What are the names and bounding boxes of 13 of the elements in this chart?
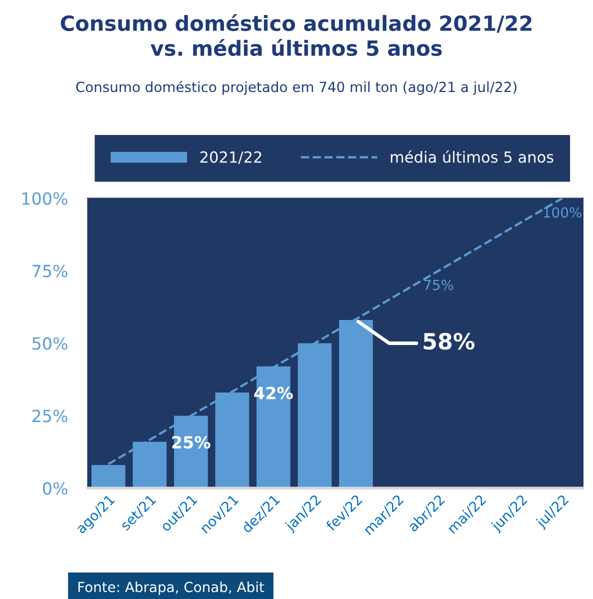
legend-label: média últimos 5 anos	[390, 150, 554, 163]
y-tick-label: 100%	[22, 192, 68, 205]
y-tick-label: 25%	[32, 410, 68, 422]
y-tick-label: 0%	[42, 482, 68, 495]
chart-title: Consumo doméstico acumulado 2021/22 vs. média últimos 5 anos	[60, 14, 532, 56]
annotation: 58%	[424, 332, 474, 350]
chart-subtitle: Consumo doméstico projetado em 740 mil ton (ago/21 a jul/22)	[76, 80, 516, 95]
y-tick-label: 75%	[32, 264, 68, 278]
data-label: 75%	[424, 280, 454, 290]
source-note: Fonte: Abrapa, Conab, Abit	[78, 581, 264, 595]
y-tick-label: 50%	[32, 337, 68, 350]
data-label: 100%	[544, 207, 582, 218]
legend-label: 2021/22	[200, 151, 262, 164]
